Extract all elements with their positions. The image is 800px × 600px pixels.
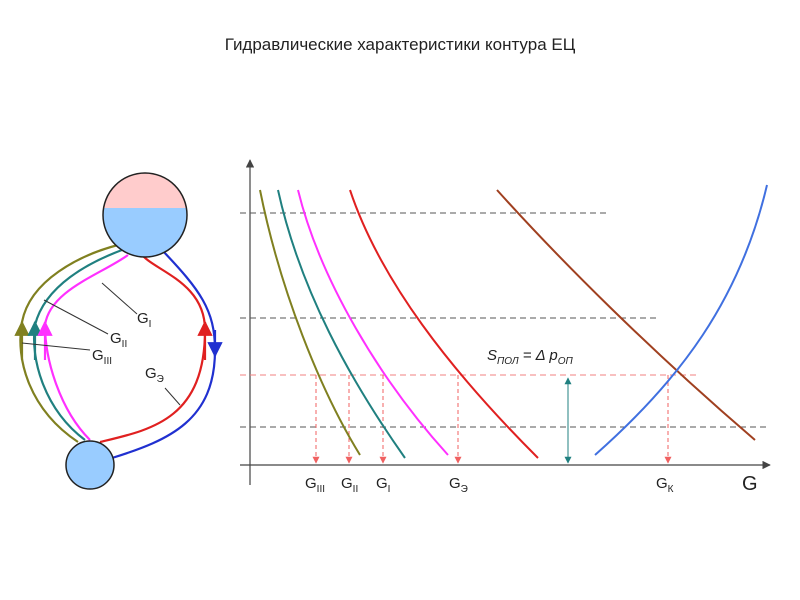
graph xyxy=(240,159,771,485)
flow-label: GЭ xyxy=(449,475,468,495)
flow-label: GII xyxy=(341,475,358,495)
flow-label: GК xyxy=(656,475,674,495)
label-ge: GЭ xyxy=(145,365,164,385)
label-gii: GII xyxy=(110,330,127,350)
flow-label: GI xyxy=(376,475,390,495)
label-gi: GI xyxy=(137,310,151,330)
title: Гидравлические характеристики контура ЕЦ xyxy=(225,35,576,54)
axis-label: G xyxy=(742,473,758,495)
flow-label: GIII xyxy=(305,475,325,495)
label-giii: GIII xyxy=(92,347,112,367)
formula: SПОЛ = Δ pОП xyxy=(487,347,573,367)
